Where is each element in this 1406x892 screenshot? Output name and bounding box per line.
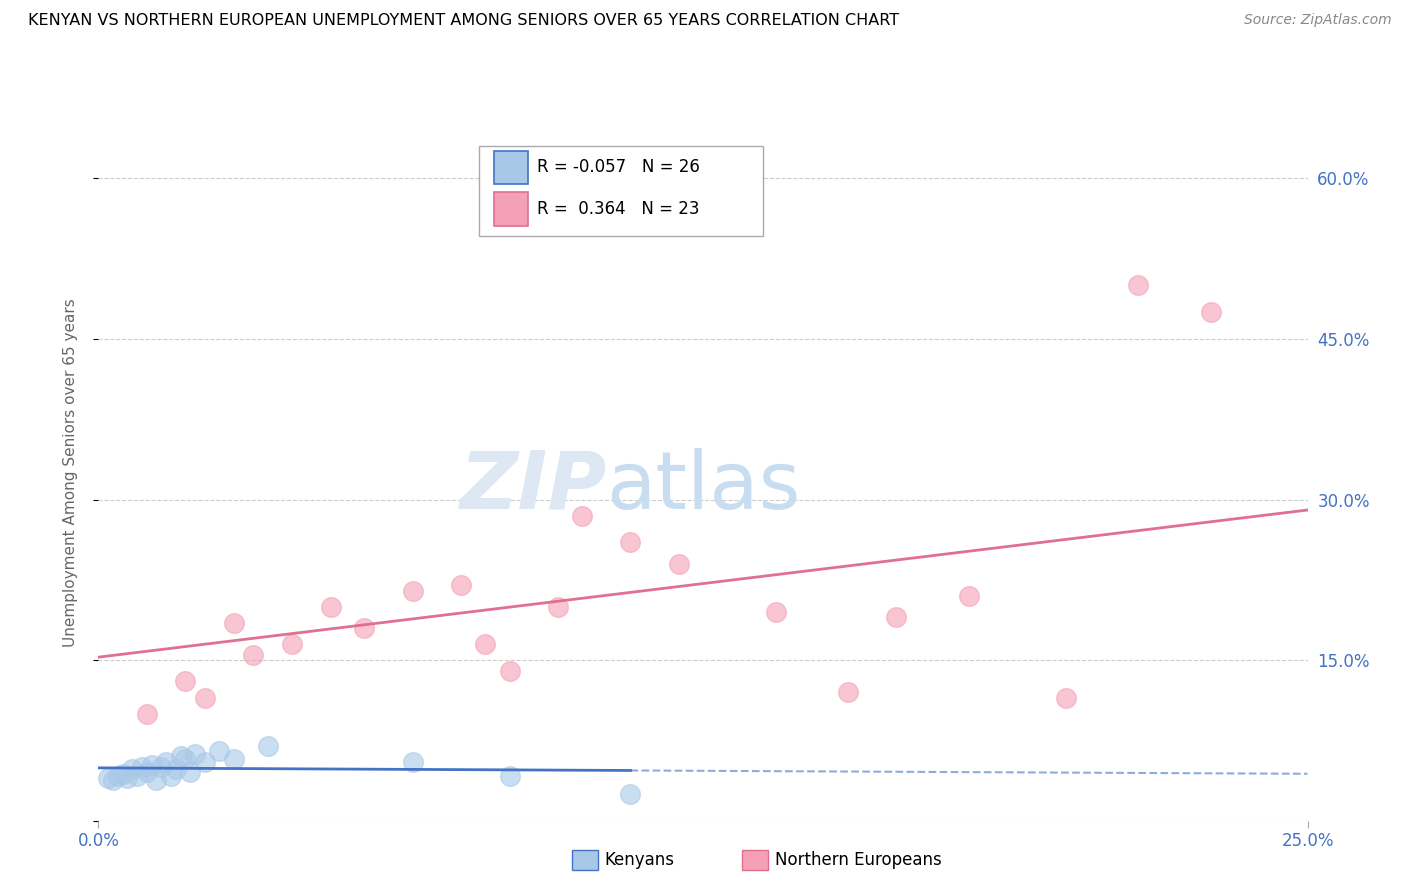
- Point: [160, 769, 183, 783]
- Text: Source: ZipAtlas.com: Source: ZipAtlas.com: [1244, 13, 1392, 28]
- Text: Northern Europeans: Northern Europeans: [775, 851, 942, 869]
- Point: [474, 637, 496, 651]
- Point: [127, 769, 149, 783]
- Text: atlas: atlas: [606, 448, 800, 525]
- Point: [886, 610, 908, 624]
- Point: [242, 648, 264, 662]
- Point: [135, 706, 157, 721]
- Point: [169, 749, 191, 764]
- Point: [145, 772, 167, 787]
- Bar: [494, 151, 527, 184]
- Point: [194, 690, 217, 705]
- Point: [571, 508, 593, 523]
- Point: [174, 674, 197, 689]
- Point: [319, 599, 342, 614]
- Point: [97, 771, 120, 785]
- Point: [1199, 305, 1222, 319]
- Point: [179, 765, 201, 780]
- Point: [121, 762, 143, 776]
- Bar: [494, 193, 527, 226]
- Point: [184, 747, 207, 762]
- Point: [547, 599, 569, 614]
- Point: [765, 605, 787, 619]
- Text: Kenyans: Kenyans: [605, 851, 675, 869]
- Point: [1054, 690, 1077, 705]
- Text: ZIP: ZIP: [458, 448, 606, 525]
- Point: [141, 758, 163, 772]
- Point: [135, 765, 157, 780]
- Point: [281, 637, 304, 651]
- Point: [957, 589, 980, 603]
- Point: [165, 762, 187, 776]
- Point: [619, 787, 641, 801]
- Point: [353, 621, 375, 635]
- Point: [150, 760, 173, 774]
- Point: [101, 772, 124, 787]
- Point: [222, 751, 245, 765]
- Point: [111, 766, 134, 780]
- Point: [402, 755, 425, 769]
- FancyBboxPatch shape: [479, 145, 763, 236]
- Text: KENYAN VS NORTHERN EUROPEAN UNEMPLOYMENT AMONG SENIORS OVER 65 YEARS CORRELATION: KENYAN VS NORTHERN EUROPEAN UNEMPLOYMENT…: [28, 13, 900, 29]
- Y-axis label: Unemployment Among Seniors over 65 years: Unemployment Among Seniors over 65 years: [63, 299, 77, 647]
- Point: [450, 578, 472, 592]
- Point: [155, 755, 177, 769]
- Text: R = -0.057   N = 26: R = -0.057 N = 26: [537, 158, 700, 177]
- Point: [498, 769, 520, 783]
- Point: [107, 769, 129, 783]
- Point: [1128, 278, 1150, 293]
- Point: [208, 744, 231, 758]
- Point: [402, 583, 425, 598]
- Point: [131, 760, 153, 774]
- Point: [256, 739, 278, 753]
- Text: R =  0.364   N = 23: R = 0.364 N = 23: [537, 200, 700, 218]
- Point: [194, 755, 217, 769]
- Point: [498, 664, 520, 678]
- Point: [619, 535, 641, 549]
- Point: [222, 615, 245, 630]
- Point: [668, 557, 690, 571]
- Point: [117, 771, 139, 785]
- Point: [837, 685, 859, 699]
- Point: [174, 751, 197, 765]
